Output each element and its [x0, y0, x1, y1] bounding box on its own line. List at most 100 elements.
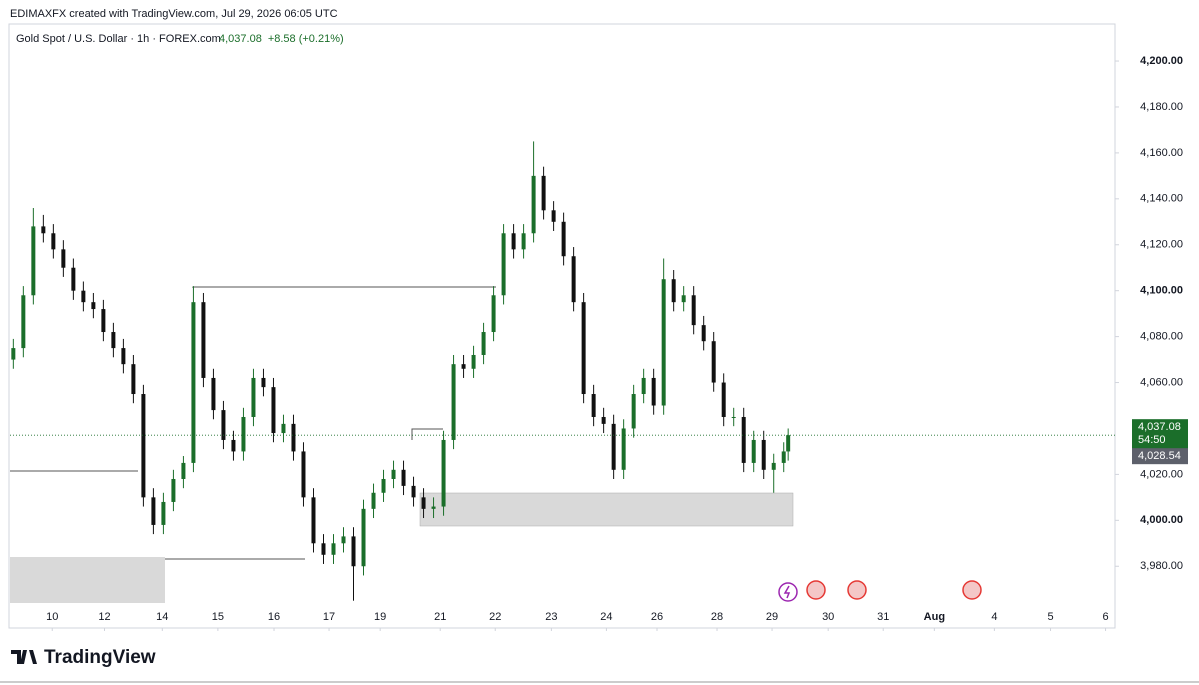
candle-body	[491, 295, 496, 333]
candle-body	[551, 210, 556, 222]
candle-body	[51, 233, 56, 250]
candle-body	[741, 416, 746, 463]
candle-body	[731, 416, 736, 418]
zone-box	[419, 492, 794, 527]
candle-body	[341, 536, 346, 544]
candle-body	[591, 394, 596, 417]
x-tick-label: 14	[156, 611, 168, 623]
candle-body	[201, 302, 206, 378]
event-icon-glyph	[783, 585, 791, 599]
event-icon[interactable]	[847, 580, 867, 600]
price-badge	[1132, 419, 1188, 450]
candle-body	[61, 249, 66, 268]
candle-body	[351, 536, 356, 567]
candle-body	[501, 233, 506, 296]
y-tick-label: 4,000.00	[1140, 514, 1183, 526]
candle-body	[11, 348, 16, 360]
candle-body	[631, 394, 636, 429]
y-tick-label: 4,200.00	[1140, 55, 1183, 67]
candle-body	[161, 501, 166, 525]
candle-body	[211, 377, 216, 411]
candle-body	[21, 295, 26, 349]
candle-body	[571, 256, 576, 303]
candle-body	[651, 377, 656, 406]
candle-body	[671, 279, 676, 303]
event-icon[interactable]	[778, 582, 798, 602]
candle-body	[401, 469, 406, 486]
brand: TradingView	[44, 647, 156, 668]
candle-body	[711, 341, 716, 383]
candle-body	[531, 175, 536, 234]
candle-body	[461, 364, 466, 369]
candle-body	[511, 233, 516, 250]
y-tick-label: 4,160.00	[1140, 147, 1183, 159]
logo-mark	[11, 650, 37, 664]
y-tick-label: 4,080.00	[1140, 331, 1183, 343]
x-tick-label: 10	[46, 611, 58, 623]
x-tick-label: 30	[822, 611, 834, 623]
candle-body	[481, 332, 486, 355]
candle-body	[311, 497, 316, 544]
x-tick-label: 4	[991, 611, 997, 623]
price-change: +8.58 (+0.21%)	[268, 33, 344, 45]
event-icon[interactable]	[806, 580, 826, 600]
candle-body	[41, 226, 46, 234]
candle-body	[271, 387, 276, 434]
candle-body	[321, 543, 326, 555]
x-tick-label: 26	[651, 611, 663, 623]
candle-body	[721, 382, 726, 417]
candle-body	[31, 226, 36, 296]
price-badge-label: 4,037.08	[1138, 421, 1181, 433]
candle-body	[471, 354, 476, 369]
candle-body	[141, 394, 146, 498]
candle-body	[251, 377, 256, 417]
candle-body	[331, 543, 336, 555]
candle-body	[381, 478, 386, 493]
y-tick-label: 4,140.00	[1140, 193, 1183, 205]
candle-body	[281, 423, 286, 434]
candle-body	[291, 423, 296, 452]
attribution: EDIMAXFX created with TradingView.com, J…	[10, 8, 338, 20]
y-tick-label: 4,100.00	[1140, 285, 1183, 297]
y-tick-label: 4,060.00	[1140, 376, 1183, 388]
countdown: 54:50	[1138, 434, 1166, 446]
x-tick-label: 6	[1102, 611, 1108, 623]
candle-body	[781, 451, 786, 463]
candle-body	[771, 462, 776, 470]
plot-frame	[8, 23, 1116, 629]
candle-body	[441, 439, 446, 507]
x-tick-label: 5	[1047, 611, 1053, 623]
candle-body	[181, 462, 186, 479]
candle-body	[521, 233, 526, 250]
candle-body	[691, 295, 696, 326]
event-icon[interactable]	[962, 580, 982, 600]
candle-body	[421, 497, 426, 509]
candle-body	[601, 416, 606, 424]
candle-body	[261, 377, 266, 388]
candles	[11, 141, 791, 601]
x-tick-label: 12	[98, 611, 110, 623]
x-tick-label: 24	[600, 611, 612, 623]
candle-body	[751, 439, 756, 463]
candle-body	[361, 508, 366, 567]
x-tick-label: 15	[212, 611, 224, 623]
prev-badge	[1132, 448, 1188, 465]
candle-body	[111, 332, 116, 349]
candle-body	[431, 506, 436, 509]
x-tick-label: 16	[268, 611, 280, 623]
candle-body	[701, 325, 706, 342]
candle-body	[301, 451, 306, 498]
candle-body	[391, 469, 396, 479]
candle-body	[131, 364, 136, 395]
candle-body	[561, 221, 566, 257]
x-tick-label: 28	[711, 611, 723, 623]
candle-body	[101, 309, 106, 333]
y-tick-label: 4,020.00	[1140, 468, 1183, 480]
y-tick-label: 3,980.00	[1140, 560, 1183, 572]
candle-body	[661, 279, 666, 406]
last-price: 4,037.08	[219, 33, 262, 45]
candle-body	[641, 377, 646, 395]
logo: TradingView	[11, 647, 156, 668]
x-tick-label: Aug	[924, 611, 945, 623]
